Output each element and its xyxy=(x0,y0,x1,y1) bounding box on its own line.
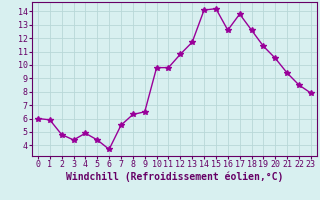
X-axis label: Windchill (Refroidissement éolien,°C): Windchill (Refroidissement éolien,°C) xyxy=(66,172,283,182)
